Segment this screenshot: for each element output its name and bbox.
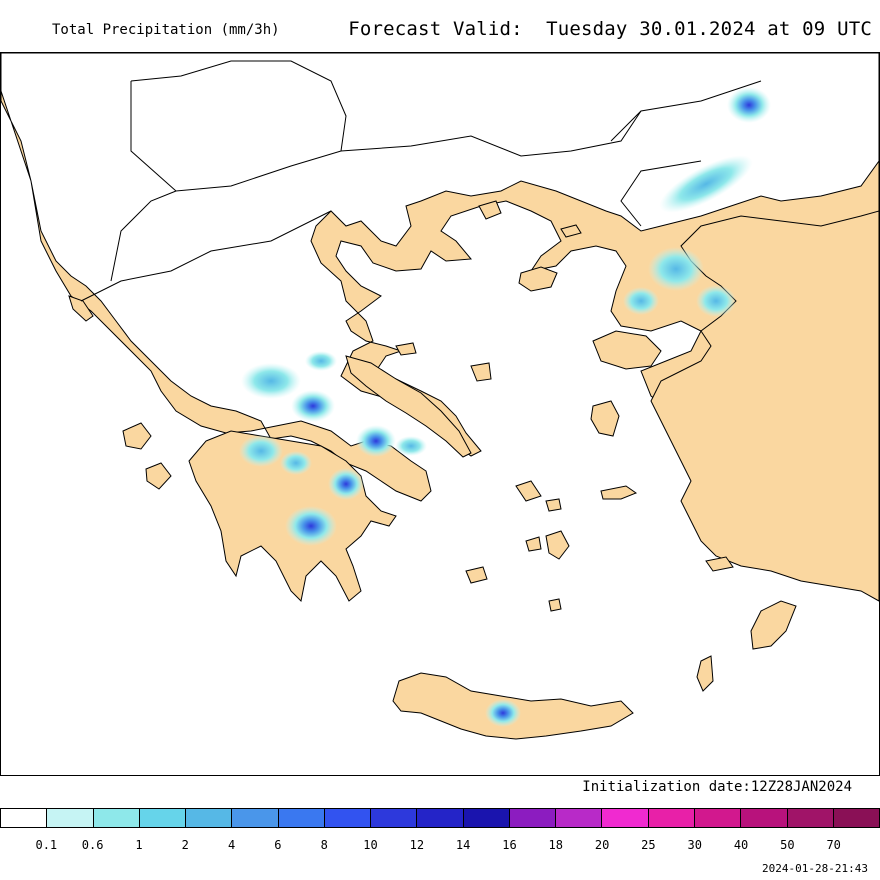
skyros xyxy=(470,362,492,382)
santorini xyxy=(548,598,562,612)
chios xyxy=(590,400,620,437)
product-title: Total Precipitation (mm/3h) xyxy=(52,22,280,38)
precip-cell xyxy=(291,390,335,422)
western-mainland xyxy=(1,53,432,502)
colorbar-segment xyxy=(231,808,279,828)
colorbar-tick-label: 4 xyxy=(227,838,236,852)
sporades xyxy=(395,342,417,356)
limnos xyxy=(518,266,558,292)
forecast-valid-time: Tuesday 30.01.2024 at 09 UTC xyxy=(546,18,872,40)
colorbar-segment xyxy=(786,808,834,828)
precip-cell xyxy=(239,435,283,467)
colorbar-tick-label: 40 xyxy=(733,838,749,852)
colorbar-tick-label: 30 xyxy=(687,838,702,852)
precip-cell xyxy=(328,468,364,500)
naxos xyxy=(545,530,570,560)
zakynthos xyxy=(145,462,172,490)
precipitation-map xyxy=(0,52,880,776)
precip-cell xyxy=(285,506,337,546)
colorbar-segment xyxy=(508,808,557,828)
colorbar-tick-label: 1 xyxy=(135,838,143,852)
euboea xyxy=(345,355,472,458)
colorbar-tick-label: 10 xyxy=(363,838,378,852)
colorbar-segment xyxy=(647,808,695,828)
lesbos xyxy=(592,330,662,370)
colorbar-segment xyxy=(416,808,464,828)
corfu xyxy=(68,295,94,322)
colorbar-segment xyxy=(277,808,325,828)
colorbar-segment xyxy=(832,808,880,828)
precip-cell xyxy=(280,451,312,475)
milos xyxy=(465,566,488,584)
land-layer xyxy=(1,53,879,740)
colorbar-tick-label: 25 xyxy=(641,838,656,852)
colorbar-tick-label: 70 xyxy=(826,838,841,852)
karpathos xyxy=(696,655,714,692)
colorbar-segment xyxy=(693,808,742,828)
kos xyxy=(705,556,734,572)
colorbar-segment xyxy=(46,808,94,828)
colorbar-tick-label: 50 xyxy=(780,838,795,852)
precip-cell xyxy=(356,425,396,457)
colorbar-tick-label: 16 xyxy=(502,838,517,852)
precip-cell xyxy=(727,87,771,123)
andros xyxy=(515,480,542,502)
precip-cell xyxy=(395,436,427,456)
colorbar xyxy=(0,808,880,830)
colorbar-segment xyxy=(740,808,788,828)
precip-cell xyxy=(623,287,659,315)
precipitation-layer xyxy=(239,87,771,727)
precip-cell xyxy=(696,285,736,317)
colorbar-segment xyxy=(370,808,418,828)
thasos xyxy=(478,200,502,220)
colorbar-segment xyxy=(92,808,140,828)
samos xyxy=(600,485,638,500)
precip-cell xyxy=(648,247,704,291)
colorbar-tick-label: 2 xyxy=(181,838,189,852)
colorbar-segment xyxy=(0,808,48,828)
precip-cell xyxy=(241,363,301,399)
kefalonia xyxy=(122,422,152,450)
colorbar-tick-label: 12 xyxy=(409,838,425,852)
colorbar-tick-label: 6 xyxy=(274,838,282,852)
colorbar-segment xyxy=(601,808,649,828)
colorbar-segment xyxy=(138,808,187,828)
colorbar-segment xyxy=(185,808,233,828)
tinos xyxy=(545,498,562,512)
colorbar-tick-label: 14 xyxy=(455,838,471,852)
samothrace xyxy=(560,224,582,238)
colorbar-tick-label: 0.6 xyxy=(81,838,104,852)
colorbar-tick-label: 8 xyxy=(320,838,328,852)
colorbar-segment xyxy=(555,808,603,828)
map-canvas xyxy=(1,53,879,740)
colorbar-tick-label: 0.1 xyxy=(35,838,58,852)
border-layer xyxy=(80,60,762,302)
initialization-date: Initialization date:12Z28JAN2024 xyxy=(582,779,852,795)
forecast-valid-header: Forecast Valid: Tuesday 30.01.2024 at 09… xyxy=(348,18,872,40)
forecast-valid-label: Forecast Valid: xyxy=(348,18,523,40)
colorbar-tick-label: 18 xyxy=(548,838,564,852)
precip-cell xyxy=(485,699,521,727)
colorbar-segment xyxy=(462,808,510,828)
colorbar-segment xyxy=(323,808,372,828)
precip-cell xyxy=(305,351,337,371)
rhodes xyxy=(750,600,797,650)
colorbar-tick-label: 20 xyxy=(594,838,610,852)
generated-timestamp: 2024-01-28-21:43 xyxy=(762,862,868,875)
precip-cell xyxy=(659,155,753,213)
paros xyxy=(525,536,542,552)
